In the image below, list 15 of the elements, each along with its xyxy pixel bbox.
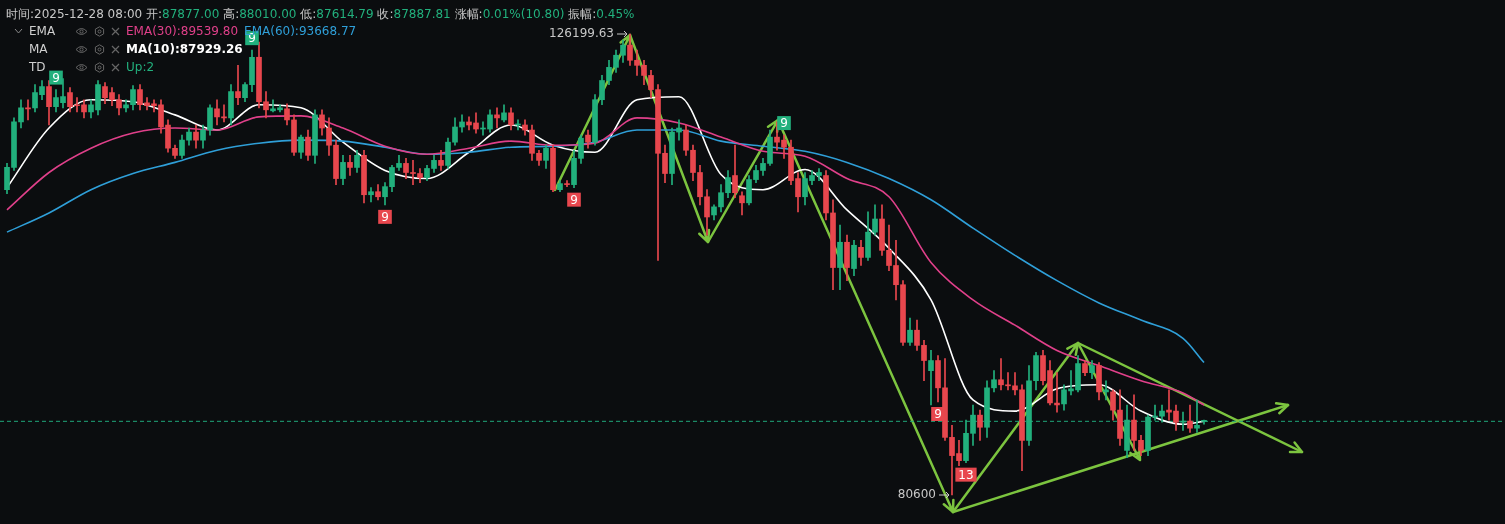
annotation: 9 (780, 116, 788, 131)
text: EMA(30):89539.80 (126, 24, 239, 38)
annotation: MA (29, 42, 49, 56)
annotation: 9 (52, 70, 60, 85)
annotation: 9 (570, 192, 578, 207)
annotation: TD (29, 60, 46, 74)
text: MA(10):87929.26 (126, 42, 243, 56)
annotation: 9 (934, 407, 942, 422)
annotation: 80600 (897, 487, 936, 502)
chart-title: 时间:2025-12-28 08:00 开:87877.00 高:88010.00 低:87614.79 收:87887.81 涨幅:0.01%(10.80) 振幅:0.45% (6, 7, 635, 21)
annotation: EMA (29, 24, 57, 38)
annotation: 126199.63 (549, 26, 614, 41)
annotation: 13 (958, 467, 974, 482)
annotation: 9 (381, 209, 389, 224)
annotation: Up:2 (126, 60, 155, 74)
